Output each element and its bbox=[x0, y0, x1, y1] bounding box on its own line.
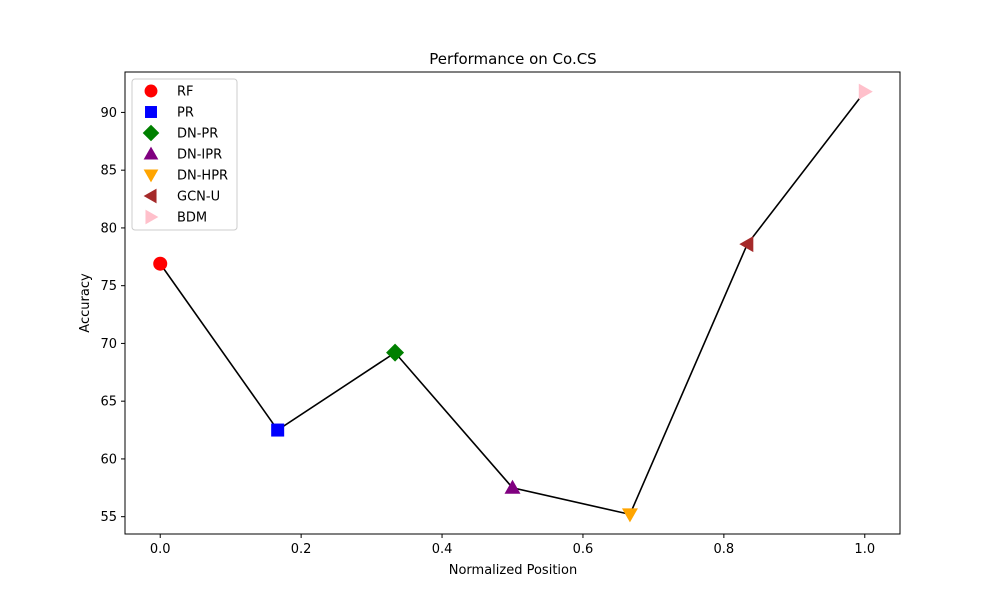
data-point-dn-hpr bbox=[621, 508, 638, 523]
y-tick-label: 60 bbox=[100, 452, 117, 467]
plot-area-frame bbox=[124, 71, 901, 535]
y-tick-label: 85 bbox=[100, 164, 117, 179]
legend-marker-gcn-u bbox=[143, 188, 157, 204]
x-tick-label: 0.4 bbox=[432, 542, 453, 557]
legend-marker-dn-ipr bbox=[143, 146, 159, 160]
x-tick-label: 0.2 bbox=[291, 542, 312, 557]
x-tick-label: 0.6 bbox=[573, 542, 594, 557]
legend-label-dn-ipr: DN-IPR bbox=[177, 148, 222, 163]
data-point-dn-pr bbox=[386, 343, 405, 362]
chart-title: Performance on Co.CS bbox=[429, 50, 596, 68]
y-tick-label: 65 bbox=[100, 395, 117, 410]
legend: RF PR DN-PR DN-IPR DN-HPR GCN-U BDM bbox=[131, 78, 238, 231]
data-point-pr bbox=[271, 423, 285, 437]
x-tick-label: 1.0 bbox=[854, 542, 875, 557]
y-tick-label: 75 bbox=[100, 279, 117, 294]
x-axis-label: Normalized Position bbox=[449, 563, 577, 578]
y-tick-label: 70 bbox=[100, 337, 117, 352]
data-point-dn-ipr bbox=[504, 479, 521, 494]
legend-box bbox=[131, 78, 238, 231]
data-point-gcn-u bbox=[739, 236, 754, 253]
data-markers bbox=[153, 83, 873, 523]
legend-label-rf: RF bbox=[177, 85, 194, 100]
x-tick-label: 0.8 bbox=[714, 542, 735, 557]
y-axis: 55 60 65 70 75 80 85 90 bbox=[100, 106, 125, 525]
connecting-line bbox=[159, 91, 866, 516]
legend-marker-dn-hpr bbox=[143, 169, 159, 183]
y-tick-label: 80 bbox=[100, 221, 117, 236]
legend-marker-dn-pr bbox=[142, 124, 160, 142]
legend-entries: RF PR DN-PR DN-IPR DN-HPR GCN-U BDM bbox=[142, 84, 228, 226]
legend-marker-pr bbox=[145, 106, 157, 118]
data-point-bdm bbox=[858, 83, 873, 100]
legend-label-dn-hpr: DN-HPR bbox=[177, 169, 228, 184]
y-tick-label: 55 bbox=[100, 510, 117, 525]
legend-label-dn-pr: DN-PR bbox=[177, 127, 218, 142]
legend-marker-rf bbox=[144, 84, 158, 98]
legend-label-bdm: BDM bbox=[177, 211, 207, 226]
y-tick-label: 90 bbox=[100, 106, 117, 121]
legend-marker-bdm bbox=[145, 209, 159, 225]
y-axis-label: Accuracy bbox=[78, 273, 93, 333]
legend-label-pr: PR bbox=[177, 106, 194, 121]
legend-label-gcn-u: GCN-U bbox=[177, 190, 220, 205]
x-axis: 0.0 0.2 0.4 0.6 0.8 1.0 bbox=[150, 534, 875, 557]
x-tick-label: 0.0 bbox=[150, 542, 171, 557]
data-point-rf bbox=[153, 256, 168, 271]
